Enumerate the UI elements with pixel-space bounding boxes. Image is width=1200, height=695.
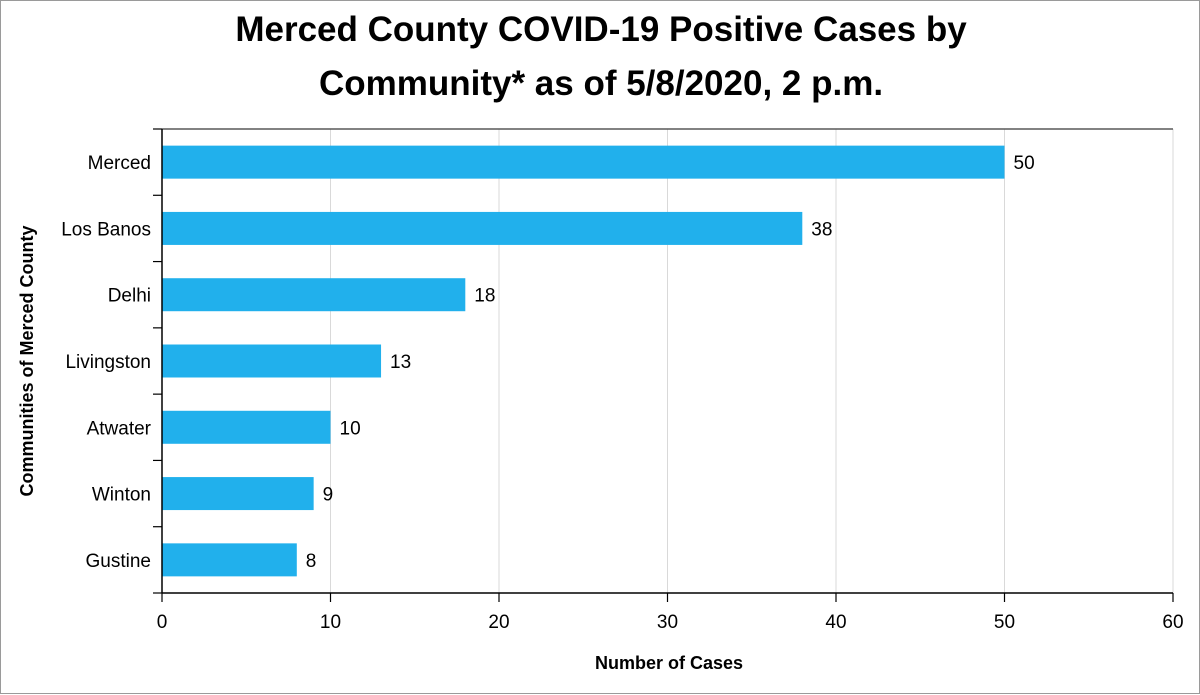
category-label-delhi: Delhi bbox=[108, 286, 151, 307]
x-axis-title: Number of Cases bbox=[595, 653, 743, 673]
chart-title-line-1: Merced County COVID-19 Positive Cases by bbox=[235, 10, 967, 49]
x-tick-label-20: 20 bbox=[488, 612, 509, 633]
y-axis-title: Communities of Merced County bbox=[17, 225, 37, 496]
bar-livingston bbox=[162, 344, 382, 378]
data-label-gustine: 8 bbox=[306, 551, 317, 572]
data-label-merced: 50 bbox=[1014, 153, 1035, 174]
plot-area: Merced 50 Los Banos 38 Delhi 18 Livingston 13 At… bbox=[61, 128, 1184, 633]
x-tick-label-40: 40 bbox=[825, 612, 846, 633]
x-tick-label-0: 0 bbox=[157, 612, 168, 633]
x-tick-label-50: 50 bbox=[994, 612, 1015, 633]
x-tick-label-10: 10 bbox=[320, 612, 341, 633]
data-label-livingston: 13 bbox=[390, 352, 411, 373]
bar-atwater bbox=[162, 410, 331, 444]
bar-merced bbox=[162, 145, 1005, 179]
data-label-delhi: 18 bbox=[474, 286, 495, 307]
category-label-winton: Winton bbox=[92, 485, 151, 506]
category-label-livingston: Livingston bbox=[65, 352, 151, 373]
data-label-los-banos: 38 bbox=[811, 219, 832, 240]
chart-title-line-2: Community* as of 5/8/2020, 2 p.m. bbox=[319, 64, 883, 103]
category-label-merced: Merced bbox=[88, 153, 151, 174]
bar-delhi bbox=[162, 278, 466, 312]
x-tick-label-30: 30 bbox=[657, 612, 678, 633]
x-tick-label-60: 60 bbox=[1162, 612, 1183, 633]
bar-winton bbox=[162, 477, 314, 511]
bar-los-banos bbox=[162, 211, 803, 245]
data-label-atwater: 10 bbox=[340, 418, 361, 439]
data-label-winton: 9 bbox=[323, 485, 334, 506]
bar-gustine bbox=[162, 543, 297, 577]
category-label-gustine: Gustine bbox=[86, 551, 151, 572]
category-label-atwater: Atwater bbox=[87, 418, 152, 439]
category-label-los-banos: Los Banos bbox=[61, 219, 151, 240]
